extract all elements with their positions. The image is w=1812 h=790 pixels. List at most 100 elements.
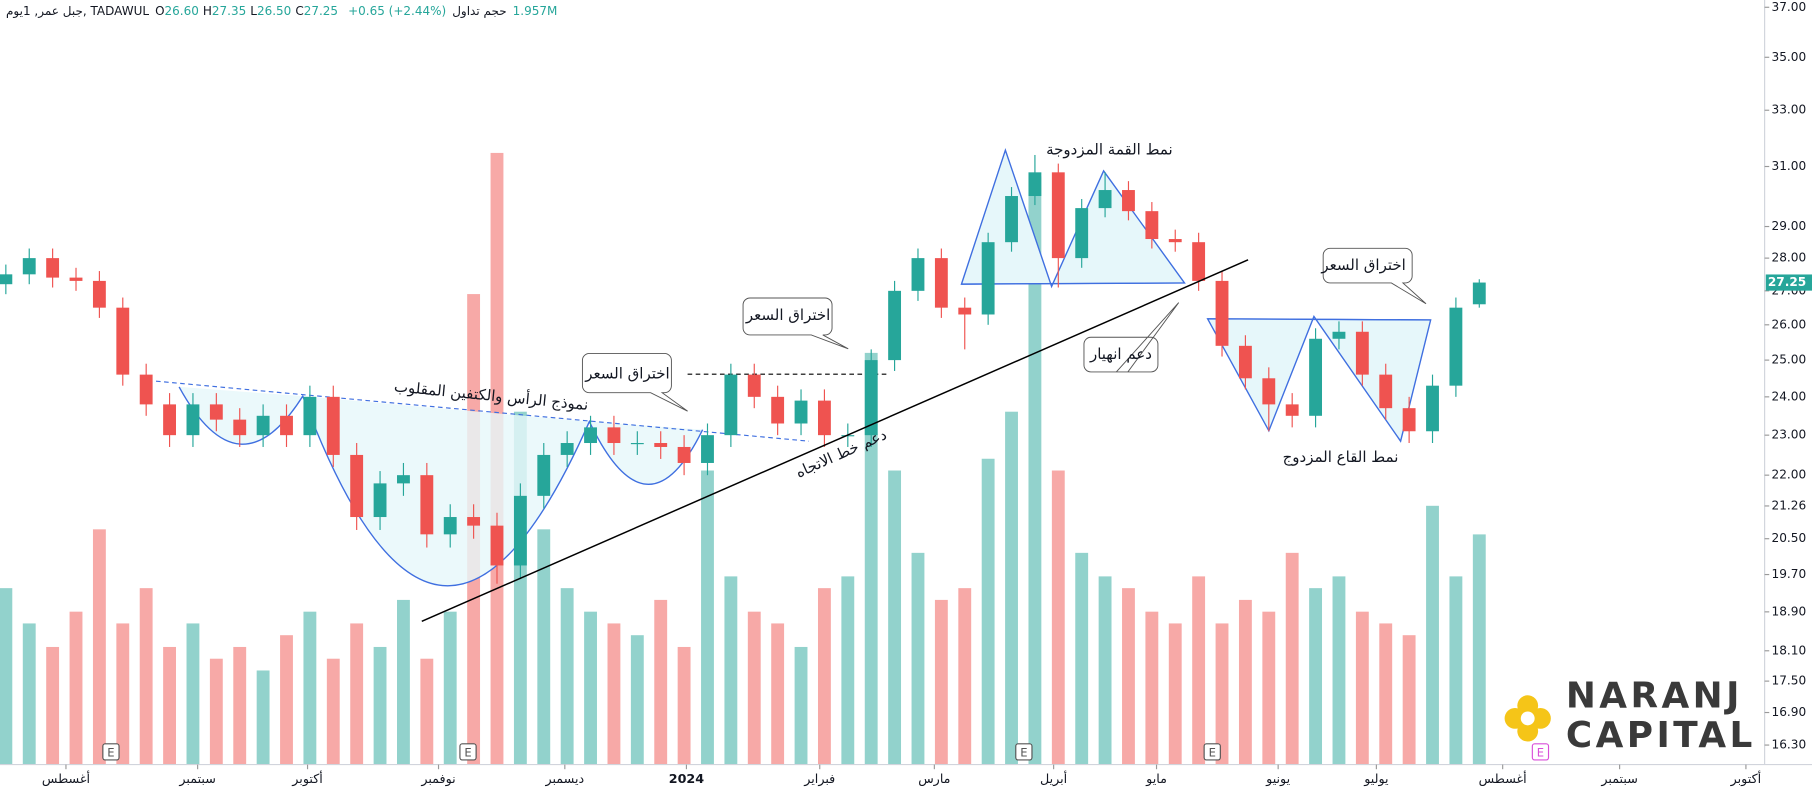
event-label: E bbox=[1020, 746, 1027, 760]
candle-body bbox=[1355, 331, 1369, 375]
event-marker bbox=[1015, 743, 1033, 761]
x-tick-label: 2024 bbox=[669, 771, 704, 786]
volume-bar bbox=[163, 646, 176, 765]
volume-bar bbox=[537, 529, 551, 765]
volume-bar bbox=[1098, 576, 1112, 765]
field-value: 26.50 bbox=[256, 4, 292, 18]
y-tick-label: 35.00 bbox=[1771, 50, 1806, 64]
volume-bar bbox=[958, 588, 972, 765]
volume-bar bbox=[1215, 623, 1229, 765]
candle-body bbox=[186, 404, 200, 436]
x-tick-label: نوفمبر bbox=[420, 771, 455, 787]
logo-text: CAPITAL bbox=[1566, 715, 1756, 756]
volume-bar bbox=[607, 623, 621, 765]
volume-bar bbox=[934, 599, 948, 765]
y-tick-label: 20.50 bbox=[1771, 531, 1806, 545]
ohlc: O26.60 H27.35 L26.50 C27.25 bbox=[155, 4, 342, 18]
volume-bar bbox=[911, 552, 925, 765]
volume-bar bbox=[1262, 611, 1276, 765]
change: +0.65 (+2.44%) bbox=[348, 4, 447, 18]
volume-bar bbox=[817, 588, 831, 765]
candle-body bbox=[1168, 239, 1182, 243]
candle-body bbox=[537, 454, 551, 496]
volume-bar bbox=[1145, 611, 1159, 765]
volume-bar bbox=[724, 576, 738, 765]
candle-body bbox=[560, 443, 574, 455]
volume-bar bbox=[69, 611, 83, 765]
header: جبل عمر, 1يوم, TADAWUL O26.60 H27.35 L26.5… bbox=[6, 4, 557, 18]
candle-body bbox=[0, 274, 13, 285]
candle-body bbox=[513, 495, 527, 566]
x-tick-label: يونيو bbox=[1265, 771, 1290, 787]
y-tick-label: 18.10 bbox=[1771, 643, 1806, 657]
cup-curves bbox=[178, 386, 704, 587]
x-tick-label: أكتوبر bbox=[1730, 770, 1761, 787]
volume-bar bbox=[1005, 411, 1018, 765]
field-key: L bbox=[250, 4, 257, 18]
x-tick-label: فبراير bbox=[803, 771, 835, 787]
candle-body bbox=[1145, 211, 1159, 240]
neckline bbox=[155, 380, 809, 442]
volume-bar bbox=[420, 658, 434, 765]
logo-text: NARANJ bbox=[1566, 676, 1743, 717]
volume-bar bbox=[747, 611, 761, 765]
candle-body bbox=[1215, 280, 1229, 346]
candle-body bbox=[981, 242, 995, 315]
volume-bar bbox=[1332, 576, 1346, 765]
volume-bar bbox=[1472, 534, 1486, 765]
double-bottom-top bbox=[1207, 318, 1431, 321]
candle-body bbox=[701, 435, 714, 463]
annotation: نمط القمة المزدوجة bbox=[1046, 141, 1173, 159]
volume-bar bbox=[1449, 576, 1463, 765]
volume-pane bbox=[0, 152, 1486, 765]
candle-body bbox=[677, 446, 691, 463]
candle-body bbox=[1426, 385, 1439, 432]
volume-bar bbox=[280, 635, 293, 765]
volume-bar bbox=[1355, 611, 1369, 765]
pattern-fill bbox=[179, 386, 703, 586]
volume-bar bbox=[326, 658, 340, 765]
volume-bar bbox=[0, 588, 13, 765]
y-tick-label: 22.00 bbox=[1771, 468, 1806, 482]
volume-bar bbox=[888, 470, 902, 765]
candle-body bbox=[209, 404, 223, 420]
y-tick-label: 18.90 bbox=[1771, 604, 1806, 618]
event-label: E bbox=[107, 746, 114, 760]
candle-body bbox=[1285, 404, 1299, 416]
candle-body bbox=[256, 415, 270, 436]
candle-body bbox=[420, 475, 434, 535]
volume-bar bbox=[630, 635, 644, 765]
event-marker bbox=[102, 743, 120, 761]
volume-bar bbox=[139, 588, 153, 765]
volume-bar bbox=[209, 658, 223, 765]
y-tick-label: 21.26 bbox=[1771, 498, 1806, 512]
field-key: H bbox=[202, 4, 212, 18]
field-key: C bbox=[295, 4, 304, 18]
event-label: E bbox=[1209, 746, 1216, 760]
candle-body bbox=[1262, 378, 1276, 405]
y-tick-label: 29.00 bbox=[1771, 219, 1806, 233]
volume-bar bbox=[794, 646, 808, 765]
candle-body bbox=[46, 258, 60, 278]
x-tick-label: أبريل bbox=[1040, 770, 1067, 787]
field-value: 27.35 bbox=[211, 4, 247, 18]
candle-body bbox=[747, 374, 761, 397]
candles bbox=[0, 154, 1486, 584]
x-tick-label: ديسمبر bbox=[544, 771, 584, 787]
candle-body bbox=[1098, 190, 1112, 209]
candle-body bbox=[397, 475, 410, 484]
trend-line bbox=[421, 259, 1249, 623]
volume-label: حجم تداول bbox=[452, 4, 507, 18]
y-tick-label: 19.70 bbox=[1771, 567, 1806, 581]
y-tick-label: 23.00 bbox=[1771, 428, 1806, 442]
volume-bar bbox=[233, 646, 247, 765]
candle-body bbox=[584, 427, 597, 444]
candle-body bbox=[92, 280, 106, 308]
candle-body bbox=[771, 396, 785, 424]
volume-bar bbox=[186, 623, 200, 765]
y-tick-label: 26.00 bbox=[1771, 317, 1806, 331]
x-tick-label: أكتوبر bbox=[291, 770, 322, 787]
volume-value: 1.957M bbox=[512, 4, 558, 18]
callouts bbox=[581, 247, 1427, 412]
